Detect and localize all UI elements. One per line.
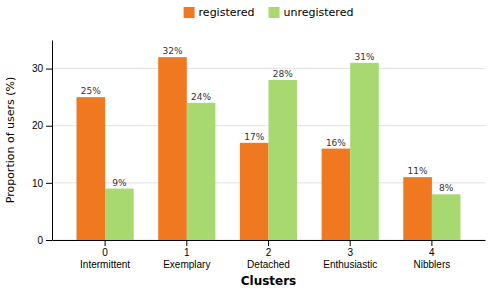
data-label: 9% <box>112 178 127 188</box>
bar <box>269 80 298 240</box>
y-axis: 0 10 20 30 <box>32 41 53 246</box>
bar <box>77 97 106 240</box>
x-tick-label: 3Enthusiastic <box>323 247 377 270</box>
y-tick-label: 20 <box>32 120 44 131</box>
x-tick-label: 0Intermittent <box>80 247 130 270</box>
x-tick: 1Exemplary <box>163 240 210 270</box>
x-tick: 0Intermittent <box>80 240 130 270</box>
x-tick-mark <box>186 240 187 246</box>
data-labels: 25% 32% 17% 16% 11% 9% 24% 28% 31% 8% <box>81 46 454 193</box>
legend-swatch <box>269 7 280 18</box>
legend-item: unregistered <box>269 6 354 19</box>
y-tick-mark <box>46 240 52 241</box>
legend-label: registered <box>199 6 255 19</box>
y-tick: 20 <box>32 120 52 131</box>
y-axis-title: Proportion of users (%) <box>4 77 17 204</box>
data-label: 17% <box>244 132 264 142</box>
plot: 25% 32% 17% 16% 11% 9% 24% 28% 31% 8% 0Intermitten… <box>32 41 486 271</box>
x-tick-label: 2Detached <box>247 247 290 270</box>
legend-swatch <box>184 7 195 18</box>
data-label: 24% <box>191 92 211 102</box>
bar <box>350 63 379 240</box>
x-tick-mark <box>350 240 351 246</box>
x-tick-mark <box>431 240 432 246</box>
grid <box>52 69 485 240</box>
x-tick: 3Enthusiastic <box>323 240 377 270</box>
bar <box>187 103 216 240</box>
bar <box>322 149 351 240</box>
x-tick-label: 4Nibblers <box>414 247 451 270</box>
bar <box>240 143 269 240</box>
data-label: 25% <box>81 86 101 96</box>
legend-item: registered <box>184 6 255 19</box>
grid-line <box>52 68 485 69</box>
y-tick: 30 <box>32 63 52 74</box>
data-label: 31% <box>354 52 374 62</box>
bar <box>158 57 187 240</box>
y-tick-mark <box>46 69 52 70</box>
legend: registered unregistered <box>184 6 354 19</box>
y-tick-mark <box>46 126 52 127</box>
y-axis-line <box>52 41 53 241</box>
x-tick-mark <box>268 240 269 246</box>
y-tick-mark <box>46 183 52 184</box>
bar <box>403 177 432 240</box>
bars <box>77 57 461 240</box>
x-axis: 0Intermittent 1Exemplary 2Detached 3Enthusi… <box>53 240 486 270</box>
bar <box>432 194 461 240</box>
y-tick-label: 30 <box>32 63 44 74</box>
x-tick: 4Nibblers <box>414 240 451 270</box>
bar <box>105 189 134 240</box>
data-label: 11% <box>408 166 428 176</box>
x-tick: 2Detached <box>247 240 290 270</box>
data-label: 8% <box>439 183 454 193</box>
data-label: 16% <box>326 138 346 148</box>
data-label: 28% <box>273 69 293 79</box>
x-tick-label: 1Exemplary <box>163 247 210 270</box>
x-tick-mark <box>105 240 106 246</box>
legend-label: unregistered <box>284 6 354 19</box>
y-tick: 0 <box>37 235 52 246</box>
y-tick: 10 <box>32 178 52 189</box>
data-label: 32% <box>162 46 182 56</box>
y-tick-label: 0 <box>37 235 43 246</box>
x-axis-title: Clusters <box>241 274 297 288</box>
y-tick-label: 10 <box>32 178 44 189</box>
